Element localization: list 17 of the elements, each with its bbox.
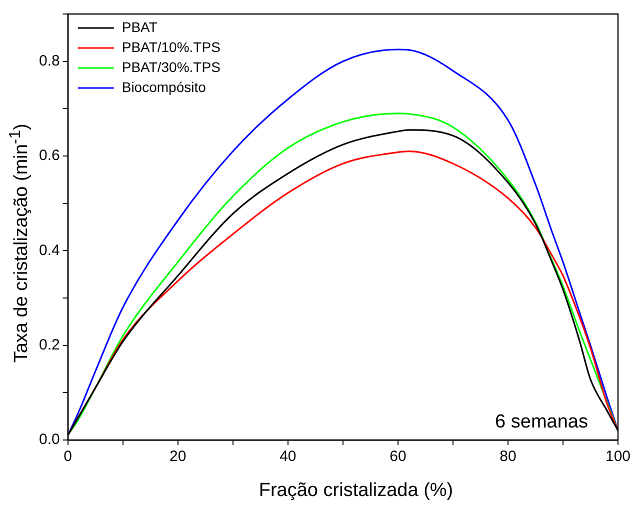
x-tick-label: 0 [64,448,72,466]
legend-label: PBAT/30%.TPS [122,58,220,75]
x-tick-label: 20 [170,448,186,466]
y-tick-label: 0.4 [38,242,60,259]
annotation: 6 semanas [495,412,588,433]
x-tick-label: 40 [280,448,296,466]
legend-label: PBAT [122,18,158,35]
y-tick-label: 0.2 [38,336,60,354]
y-tick-label: 0.8 [38,52,60,70]
x-tick-label: 60 [390,448,406,466]
y-tick-label: 0.6 [38,147,60,164]
x-axis-title: Fração cristalizada (%) [258,480,454,502]
y-tick-label: 0.0 [38,431,60,448]
legend-label: Biocompósito [122,78,206,95]
x-tick-label: 80 [500,448,516,466]
legend-label: PBAT/10%.TPS [122,38,220,55]
x-tick-label: 100 [605,448,631,466]
